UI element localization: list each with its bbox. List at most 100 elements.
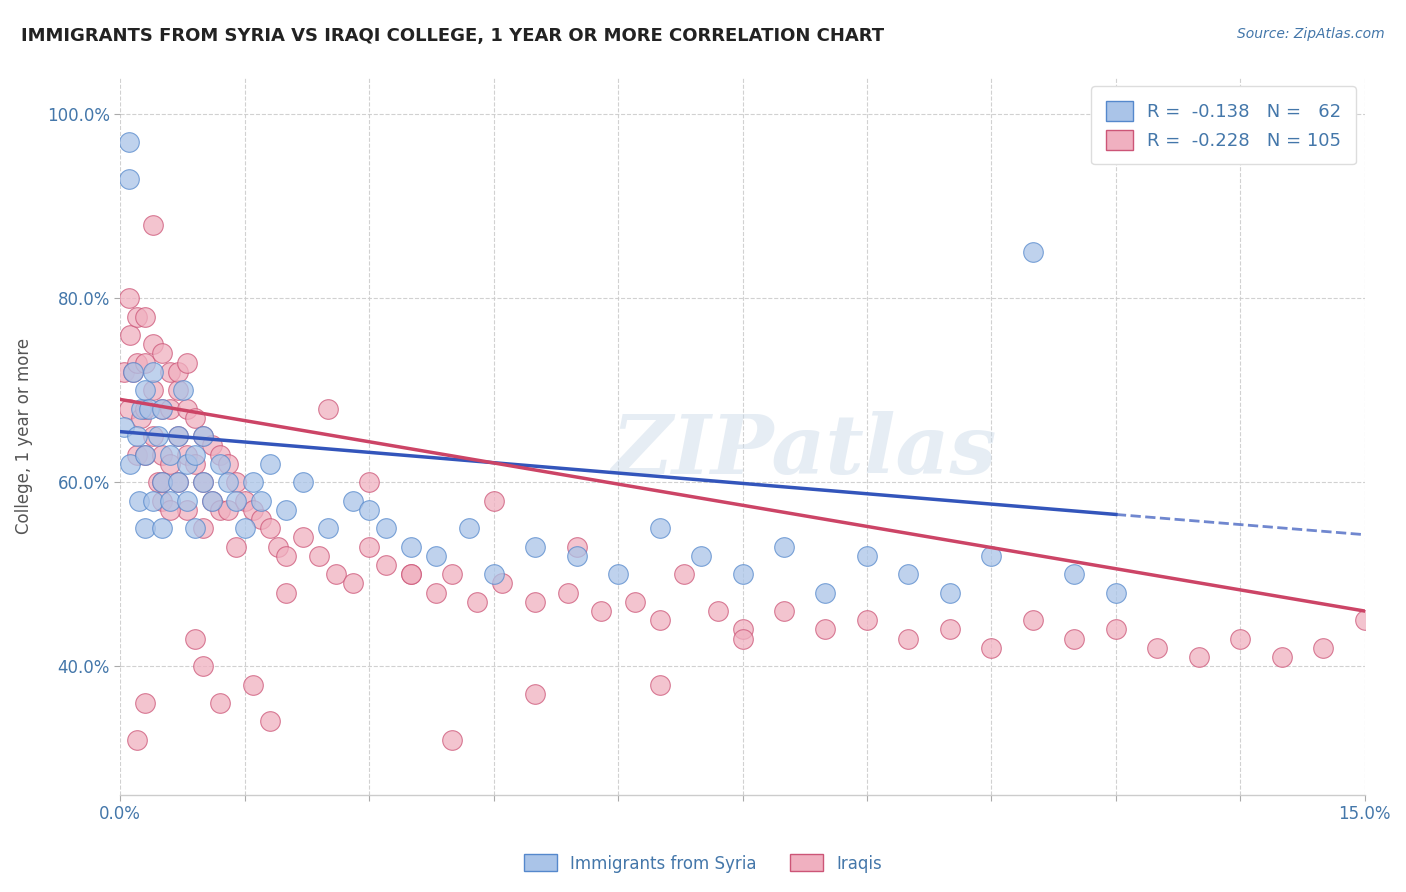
Point xyxy=(359,540,381,554)
Point xyxy=(142,493,165,508)
Point xyxy=(193,475,215,490)
Point xyxy=(217,457,239,471)
Point xyxy=(146,475,169,490)
Point xyxy=(425,549,447,563)
Point xyxy=(565,540,588,554)
Point xyxy=(524,540,547,554)
Text: Source: ZipAtlas.com: Source: ZipAtlas.com xyxy=(1237,27,1385,41)
Point xyxy=(193,521,215,535)
Point xyxy=(150,346,173,360)
Point xyxy=(648,613,671,627)
Text: ZIPatlas: ZIPatlas xyxy=(612,410,997,491)
Point xyxy=(233,521,256,535)
Point xyxy=(159,457,181,471)
Legend: R =  -0.138   N =   62, R =  -0.228   N = 105: R = -0.138 N = 62, R = -0.228 N = 105 xyxy=(1091,87,1355,164)
Point xyxy=(623,595,645,609)
Point xyxy=(259,521,281,535)
Point xyxy=(120,457,142,471)
Point xyxy=(731,567,754,582)
Point xyxy=(167,475,190,490)
Point xyxy=(425,585,447,599)
Point xyxy=(482,567,505,582)
Point xyxy=(565,549,588,563)
Point xyxy=(134,384,156,398)
Legend: Immigrants from Syria, Iraqis: Immigrants from Syria, Iraqis xyxy=(517,847,889,880)
Point xyxy=(856,613,879,627)
Point xyxy=(117,171,139,186)
Point xyxy=(150,401,173,416)
Point xyxy=(291,475,314,490)
Point xyxy=(150,401,173,416)
Point xyxy=(814,623,837,637)
Point xyxy=(134,448,156,462)
Point xyxy=(939,623,962,637)
Point xyxy=(129,401,152,416)
Point xyxy=(814,585,837,599)
Point xyxy=(208,457,231,471)
Point xyxy=(242,503,264,517)
Point xyxy=(276,503,298,517)
Point xyxy=(184,448,207,462)
Point xyxy=(731,632,754,646)
Point xyxy=(225,493,247,508)
Point xyxy=(142,337,165,351)
Point xyxy=(176,356,198,370)
Point xyxy=(399,540,422,554)
Point xyxy=(184,457,207,471)
Point xyxy=(1022,245,1045,260)
Point xyxy=(125,429,148,443)
Point xyxy=(167,429,190,443)
Point xyxy=(193,475,215,490)
Point xyxy=(1146,640,1168,655)
Point xyxy=(342,493,364,508)
Point xyxy=(125,732,148,747)
Point xyxy=(359,503,381,517)
Point xyxy=(167,429,190,443)
Point xyxy=(150,521,173,535)
Point xyxy=(1354,613,1376,627)
Point xyxy=(276,585,298,599)
Point xyxy=(176,448,198,462)
Point xyxy=(1188,650,1211,665)
Point xyxy=(159,493,181,508)
Point xyxy=(250,512,273,526)
Point xyxy=(225,540,247,554)
Point xyxy=(134,356,156,370)
Point xyxy=(176,503,198,517)
Point xyxy=(1063,632,1085,646)
Point xyxy=(142,365,165,379)
Point xyxy=(374,558,396,572)
Point xyxy=(117,401,139,416)
Point xyxy=(259,714,281,729)
Point xyxy=(134,521,156,535)
Point xyxy=(200,438,222,452)
Point xyxy=(159,503,181,517)
Point xyxy=(217,475,239,490)
Point xyxy=(121,365,143,379)
Point xyxy=(259,457,281,471)
Point xyxy=(167,365,190,379)
Point xyxy=(856,549,879,563)
Point xyxy=(524,687,547,701)
Point xyxy=(200,493,222,508)
Point xyxy=(208,696,231,710)
Point xyxy=(524,595,547,609)
Point xyxy=(491,576,513,591)
Point xyxy=(482,493,505,508)
Point xyxy=(129,410,152,425)
Point xyxy=(1271,650,1294,665)
Point xyxy=(359,475,381,490)
Point xyxy=(648,521,671,535)
Point xyxy=(114,420,136,434)
Point xyxy=(193,429,215,443)
Point xyxy=(673,567,696,582)
Point xyxy=(316,401,339,416)
Point xyxy=(276,549,298,563)
Point xyxy=(374,521,396,535)
Point xyxy=(706,604,728,618)
Point xyxy=(117,135,139,149)
Point xyxy=(773,540,796,554)
Point xyxy=(159,401,181,416)
Point xyxy=(134,696,156,710)
Point xyxy=(134,448,156,462)
